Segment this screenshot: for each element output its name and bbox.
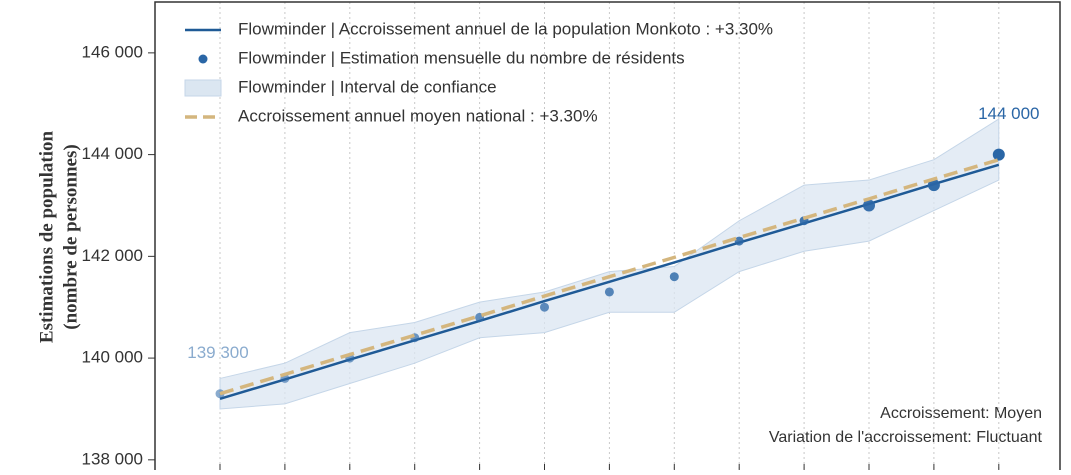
data-point [992,148,1005,161]
plot-frame [154,1,1061,475]
legend-label: Flowminder | Estimation mensuelle du nom… [238,48,685,67]
annotation: Variation de l'accroissement: Fluctuant [769,429,1043,446]
y-tick-label: 140 000 [82,348,143,367]
data-point [863,199,875,212]
data-point [927,179,940,192]
national-trend-line [219,158,1000,396]
legend-label: Accroissement annuel moyen national : +3… [238,106,598,125]
data-point [604,287,614,297]
legend-label: Flowminder | Interval de confiance [238,77,497,96]
y-tick-label: 144 000 [82,144,143,163]
data-point [734,236,744,246]
legend-swatch [198,54,208,64]
data-point [540,302,549,312]
value-label: 144 000 [978,104,1039,123]
y-axis-label: (nombre de personnes) [60,144,81,329]
data-point [669,272,679,282]
legend-label: Flowminder | Accroissement annuel de la … [238,19,773,38]
annotation: Accroissement: Moyen [880,405,1042,422]
y-tick-label: 146 000 [82,42,143,61]
y-tick-label: 138 000 [82,449,143,468]
legend-swatch [184,79,222,97]
y-tick-label: 142 000 [82,246,143,265]
y-axis-label: Estimations de population [36,130,57,343]
value-label: 139 300 [187,343,248,362]
